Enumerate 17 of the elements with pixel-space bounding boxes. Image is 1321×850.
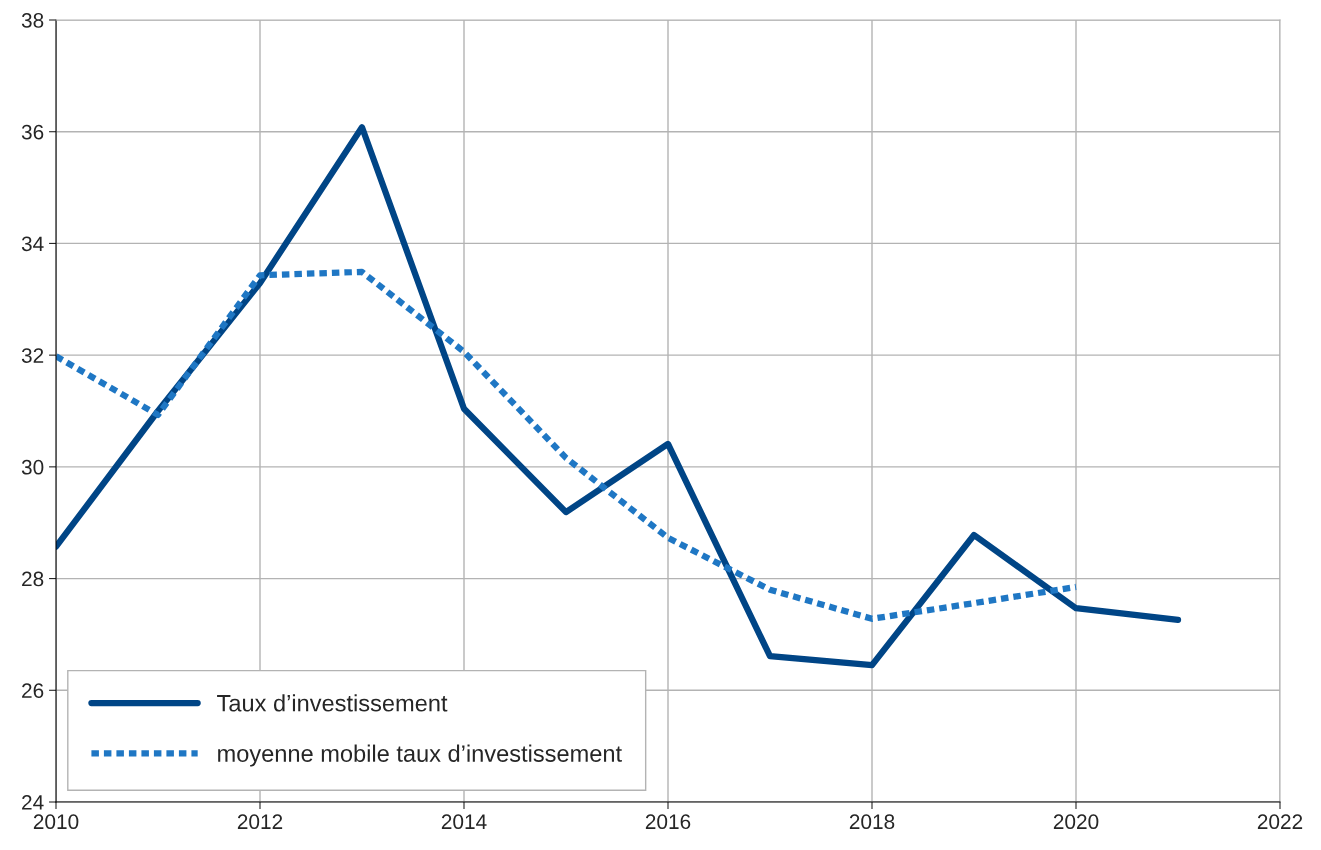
x-tick-label: 2020 — [1053, 814, 1099, 830]
y-tick-label: 36 — [21, 124, 44, 140]
x-tick-label: 2018 — [849, 814, 895, 830]
x-tick-label: 2016 — [645, 814, 691, 830]
legend-label: moyenne mobile taux d’investissement — [218, 744, 622, 767]
x-tick-label: 2014 — [441, 814, 487, 830]
x-tick-label: 2012 — [237, 814, 283, 830]
y-tick-label: 24 — [22, 795, 44, 810]
y-tick-label: 26 — [22, 683, 44, 699]
y-tick-label: 34 — [21, 236, 44, 252]
legend-label: Taux d’investissement — [217, 694, 448, 712]
x-tick-label: 2010 — [33, 814, 79, 830]
y-tick-label: 38 — [21, 13, 44, 28]
y-tick-label: 28 — [22, 571, 44, 587]
y-tick-label: 30 — [21, 459, 44, 475]
y-tick-label: 32 — [21, 348, 44, 363]
x-tick-label: 2022 — [1257, 814, 1303, 830]
